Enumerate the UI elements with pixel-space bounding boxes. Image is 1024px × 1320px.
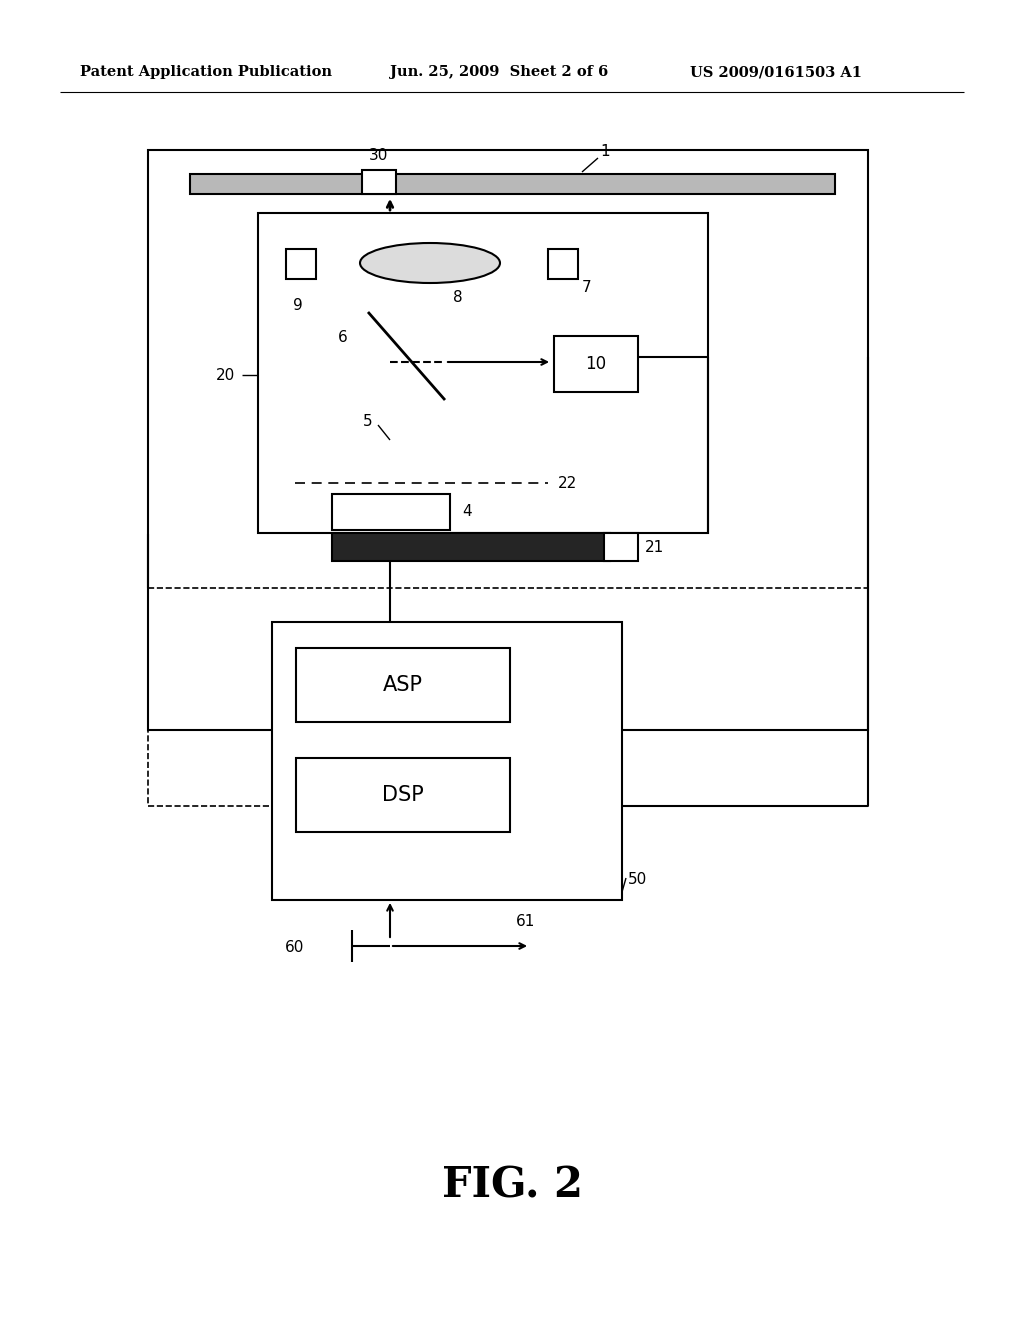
- Text: 30: 30: [370, 148, 389, 162]
- Text: Patent Application Publication: Patent Application Publication: [80, 65, 332, 79]
- Text: 20: 20: [216, 367, 234, 383]
- Bar: [286, 249, 316, 279]
- Text: 6: 6: [338, 330, 348, 346]
- Text: 7: 7: [582, 281, 592, 296]
- Bar: [258, 213, 708, 533]
- Text: 50: 50: [628, 873, 647, 887]
- Bar: [296, 648, 510, 722]
- Bar: [554, 337, 638, 392]
- Text: 5: 5: [364, 414, 373, 429]
- Text: ASP: ASP: [383, 675, 423, 696]
- Bar: [148, 150, 868, 730]
- Text: 61: 61: [516, 915, 536, 929]
- Text: 10: 10: [586, 355, 606, 374]
- Text: FIG. 2: FIG. 2: [441, 1164, 583, 1206]
- Text: 21: 21: [645, 540, 665, 554]
- Bar: [190, 174, 835, 194]
- Text: DSP: DSP: [382, 785, 424, 805]
- Text: 1: 1: [600, 144, 609, 160]
- Text: 22: 22: [558, 475, 578, 491]
- Text: US 2009/0161503 A1: US 2009/0161503 A1: [690, 65, 862, 79]
- Text: 9: 9: [293, 297, 303, 313]
- Bar: [548, 249, 578, 279]
- Text: 8: 8: [454, 289, 463, 305]
- Bar: [272, 622, 622, 900]
- Ellipse shape: [360, 243, 500, 282]
- Bar: [604, 533, 638, 561]
- Bar: [332, 533, 610, 561]
- Bar: [148, 587, 868, 807]
- Text: Jun. 25, 2009  Sheet 2 of 6: Jun. 25, 2009 Sheet 2 of 6: [390, 65, 608, 79]
- Bar: [332, 494, 450, 531]
- Text: 4: 4: [462, 504, 472, 520]
- Text: 60: 60: [285, 940, 304, 956]
- Bar: [362, 170, 396, 194]
- Bar: [296, 758, 510, 832]
